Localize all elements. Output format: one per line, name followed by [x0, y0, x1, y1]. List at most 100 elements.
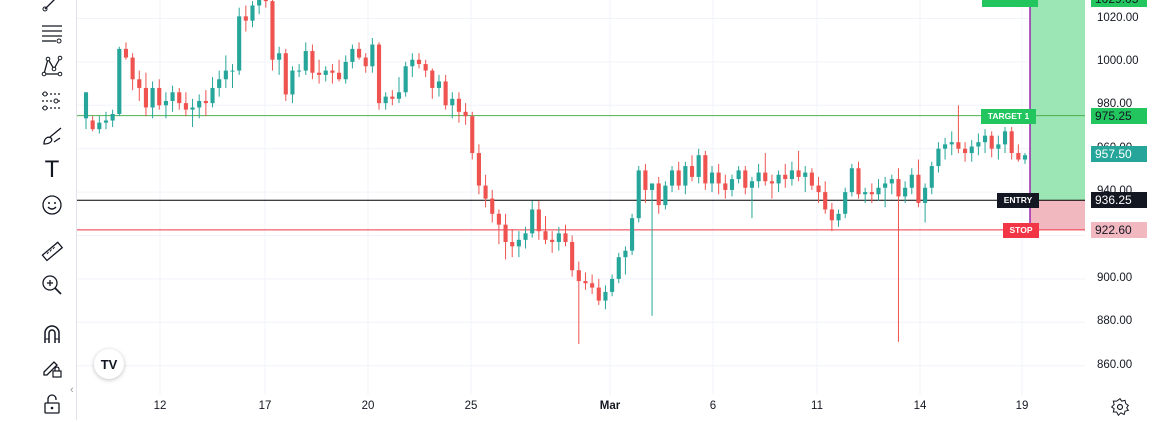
- candle-body: [949, 142, 954, 145]
- collapse-toolbar-arrow[interactable]: ‹: [70, 384, 74, 396]
- time-axis[interactable]: 12 17 20 25 Mar 6 11 14 19: [77, 395, 1085, 420]
- chart-pane[interactable]: TARGET 1 ENTRY STOP: [77, 0, 1085, 395]
- candle-body: [583, 281, 588, 284]
- profit-zone: [1030, 0, 1085, 201]
- candle-body: [843, 192, 848, 214]
- price-tick: 1020.00: [1097, 11, 1139, 24]
- candle-body: [130, 57, 135, 80]
- settings-gear-icon[interactable]: [1110, 397, 1130, 417]
- candle-body: [903, 187, 908, 197]
- candle-body: [223, 70, 228, 80]
- candle-body: [257, 0, 262, 6]
- candle-body: [676, 170, 681, 186]
- candle-body: [217, 79, 222, 88]
- price-label-entry: 936.25: [1091, 192, 1147, 209]
- candle-body: [317, 72, 322, 75]
- candle-body: [443, 81, 448, 106]
- candle-body: [183, 103, 188, 110]
- time-tick: Mar: [599, 400, 621, 412]
- candle-body: [1009, 131, 1014, 154]
- target-2-label[interactable]: [982, 0, 1038, 7]
- text-tool-icon[interactable]: T: [36, 156, 68, 184]
- candle-body: [263, 0, 268, 2]
- magnet-icon[interactable]: [36, 320, 68, 348]
- tradingview-logo[interactable]: TV: [94, 349, 124, 379]
- candle-body: [590, 283, 595, 288]
- candle-body: [923, 187, 928, 203]
- candle-body: [157, 87, 162, 106]
- candle-body: [803, 172, 808, 177]
- candle-body: [297, 70, 302, 72]
- price-label-stop: 922.60: [1091, 221, 1147, 238]
- candle-body: [516, 239, 521, 247]
- loss-zone: [1030, 200, 1085, 230]
- candle-body: [290, 70, 295, 95]
- candle-body: [470, 116, 475, 154]
- candle-body: [916, 174, 921, 203]
- text-tool-glyph: T: [45, 157, 59, 183]
- candle-body: [669, 170, 675, 186]
- candle-body: [943, 144, 948, 149]
- candle-body: [616, 257, 621, 279]
- price-label-current: 957.50: [1091, 146, 1147, 163]
- zoom-in-icon[interactable]: [36, 271, 68, 299]
- candle-body: [849, 168, 854, 193]
- candle-body: [103, 120, 109, 123]
- candle-body: [123, 48, 129, 58]
- price-axis[interactable]: 1020.001000.00980.00960.00940.00920.0090…: [1085, 0, 1170, 420]
- candle-body: [863, 192, 868, 195]
- price-label-target: 975.25: [1091, 107, 1147, 124]
- brush-icon[interactable]: [36, 122, 68, 150]
- candle-body: [496, 213, 501, 225]
- candle-body: [1022, 155, 1028, 160]
- lock-drawing-icon[interactable]: [36, 354, 68, 382]
- candle-body: [110, 113, 115, 121]
- trend-line-icon[interactable]: [36, 0, 68, 16]
- candle-body: [396, 92, 402, 99]
- candle-body: [403, 66, 408, 93]
- emoji-icon[interactable]: [36, 191, 68, 219]
- candle-body: [210, 87, 215, 104]
- time-tick: 17: [258, 400, 272, 412]
- candle-body: [829, 209, 834, 221]
- candle-body: [1002, 131, 1008, 145]
- candle-body: [716, 172, 721, 184]
- candle-body: [729, 179, 735, 190]
- candle-body: [530, 209, 535, 234]
- candle-body: [343, 61, 348, 80]
- ruler-icon[interactable]: [36, 237, 68, 265]
- candlestick-chart: [77, 0, 1085, 395]
- candle-body: [709, 172, 715, 184]
- candle-body: [596, 287, 601, 301]
- candle-body: [283, 53, 288, 95]
- candle-body: [936, 148, 941, 167]
- candles: [83, 0, 1028, 344]
- candle-body: [956, 142, 961, 149]
- entry-label[interactable]: ENTRY: [997, 193, 1039, 209]
- pattern-icon[interactable]: [36, 52, 68, 80]
- candle-body: [989, 135, 994, 149]
- prediction-icon[interactable]: [36, 87, 68, 115]
- stop-label[interactable]: STOP: [1003, 222, 1039, 238]
- candle-body: [683, 166, 688, 186]
- candle-body: [630, 218, 635, 251]
- candle-body: [636, 170, 641, 219]
- time-tick: 12: [153, 400, 167, 412]
- candle-body: [543, 231, 548, 240]
- candle-body: [83, 92, 89, 119]
- candle-body: [836, 213, 841, 221]
- candle-body: [463, 111, 468, 117]
- candle-body: [277, 53, 282, 60]
- candle-body: [749, 181, 755, 188]
- candle-body: [883, 183, 888, 188]
- candle-body: [230, 70, 235, 72]
- candle-body: [763, 172, 768, 182]
- candle-body: [563, 233, 568, 243]
- candle-body: [523, 233, 528, 240]
- fib-retracement-icon[interactable]: [36, 19, 68, 47]
- candle-body: [610, 278, 615, 292]
- candle-body: [97, 122, 102, 130]
- target-label[interactable]: TARGET 1: [981, 108, 1036, 124]
- lock-icon[interactable]: [36, 390, 68, 418]
- price-label-top: 1029.05: [1091, 0, 1147, 7]
